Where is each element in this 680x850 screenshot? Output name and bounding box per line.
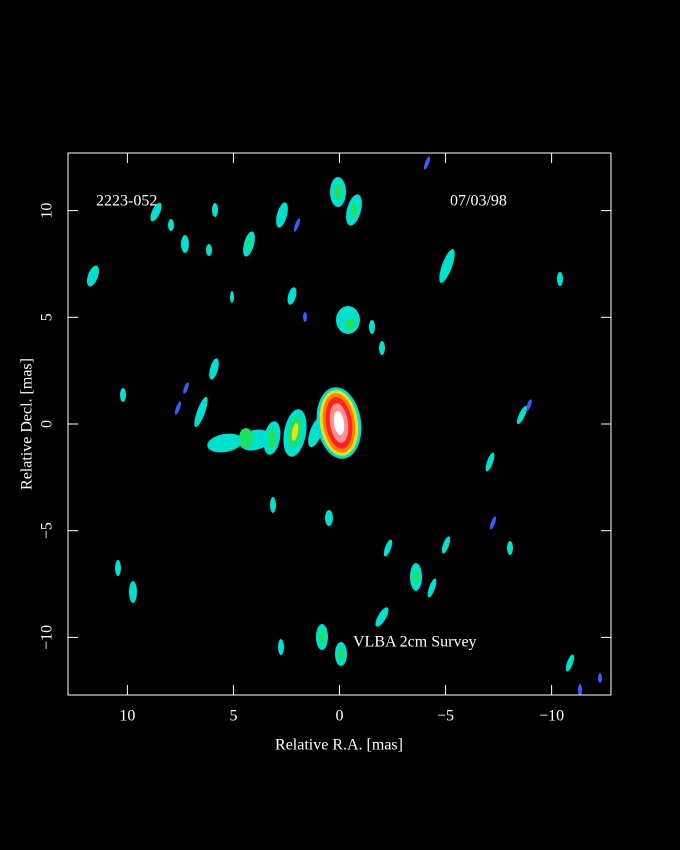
y-tick-label: 10 <box>39 203 56 219</box>
x-tick-label: 10 <box>119 708 135 725</box>
y-tick-label: 0 <box>39 420 56 428</box>
x-axis-label: Relative R.A. [mas] <box>275 737 403 754</box>
y-axis-label: Relative Decl. [mas] <box>19 358 36 490</box>
survey-label: VLBA 2cm Survey <box>353 634 477 651</box>
y-tick-label: −10 <box>39 625 56 650</box>
x-tick-label: 0 <box>336 708 344 725</box>
x-tick-label: −5 <box>437 708 454 725</box>
radio-image <box>86 156 602 695</box>
x-tick-label: −10 <box>539 708 564 725</box>
observation-date: 07/03/98 <box>450 193 507 210</box>
source-name: 2223-052 <box>96 193 157 210</box>
y-tick-label: 5 <box>39 313 56 321</box>
x-tick-label: 5 <box>229 708 237 725</box>
y-tick-label: −5 <box>39 522 56 539</box>
